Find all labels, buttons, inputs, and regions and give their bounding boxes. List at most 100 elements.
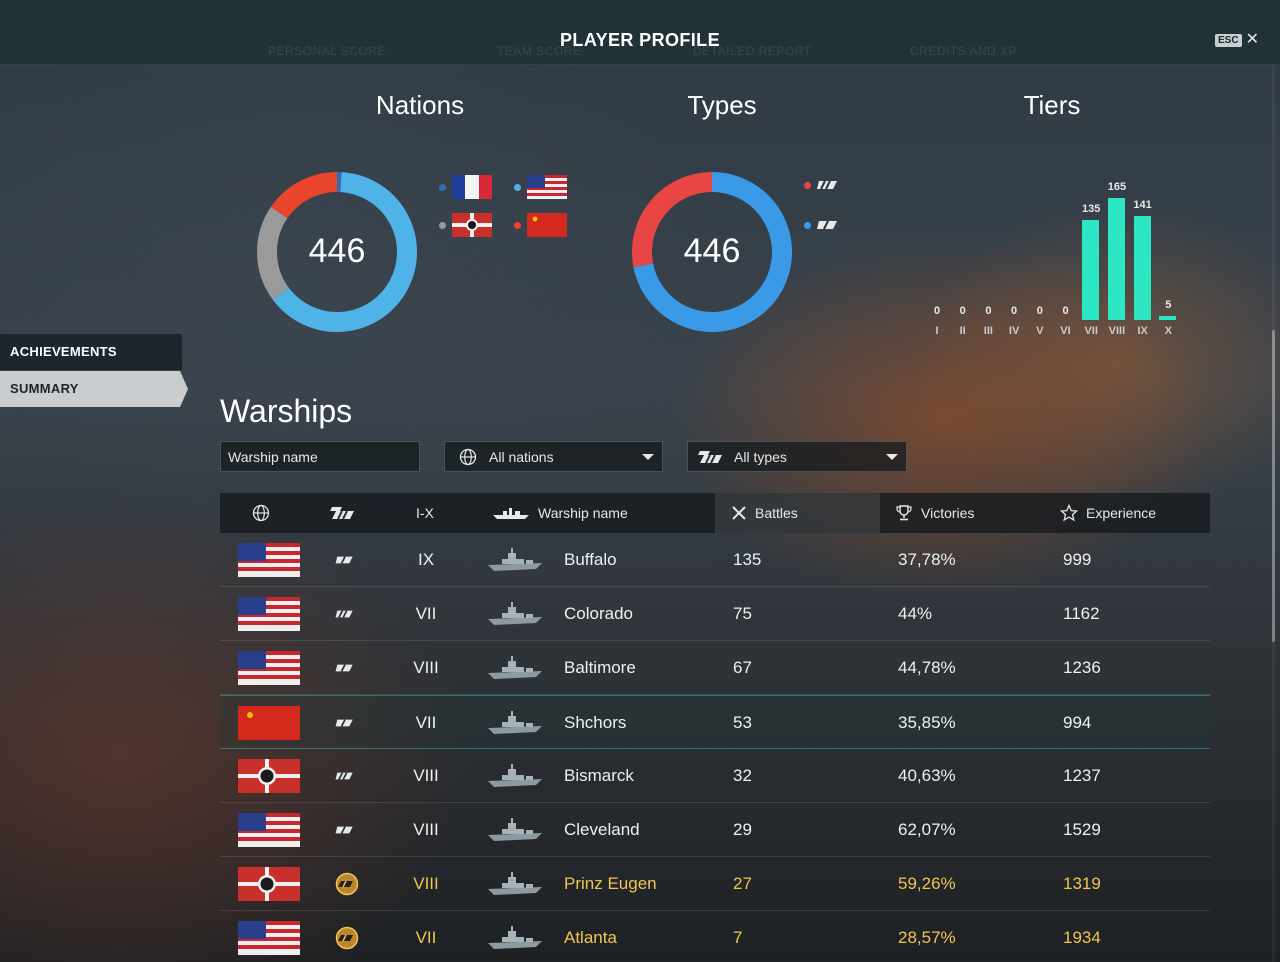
- tier-value-viii: 165: [1107, 181, 1127, 193]
- tier-bar-vii: [1082, 220, 1100, 320]
- row-nation: [238, 749, 300, 803]
- germany-flag-icon: [238, 867, 300, 901]
- warships-table: I-X Warship name Battles Victories: [220, 493, 1210, 962]
- row-ship-thumbnail: [488, 911, 542, 962]
- tier-value-iii: 0: [985, 305, 992, 317]
- row-tier: VII: [415, 713, 437, 732]
- column-victories-label: Victories: [921, 505, 975, 521]
- warships-title: Warships: [220, 393, 353, 429]
- column-nation[interactable]: [252, 493, 270, 533]
- close-icon[interactable]: ✕: [1245, 31, 1259, 48]
- nations-donut-chart: [257, 172, 417, 332]
- tier-value-v: 0: [1036, 305, 1043, 317]
- nations-title: Nations: [375, 90, 465, 120]
- row-experience: 1237: [1063, 766, 1101, 785]
- row-experience: 1236: [1063, 658, 1101, 677]
- cruiser-icon: [335, 719, 353, 727]
- ship-thumbnail-icon: [488, 602, 542, 625]
- tier-label-v: V: [1036, 325, 1044, 337]
- cruiser-icon: [335, 826, 353, 834]
- ship-thumbnail-icon: [488, 926, 542, 949]
- column-warship-name[interactable]: Warship name: [493, 493, 628, 533]
- ghost-tab-detailed-report: DETAILED REPORT: [693, 44, 812, 58]
- row-ship-thumbnail: [488, 803, 542, 857]
- row-type: [335, 641, 355, 695]
- esc-key-label: ESC: [1215, 33, 1242, 47]
- row-nation: [238, 533, 300, 587]
- row-warship-name: Buffalo: [564, 550, 617, 569]
- tier-label-ii: II: [959, 325, 966, 337]
- legend-dot: [439, 183, 446, 191]
- row-ship-thumbnail: [488, 696, 542, 750]
- trophy-icon: [896, 505, 912, 521]
- table-row[interactable]: VIII Baltimore 67 44,78% 1236: [220, 641, 1210, 695]
- legend-cruiser: [804, 218, 839, 232]
- usa-flag-icon: [238, 813, 300, 847]
- cruiser-icon: [335, 556, 353, 564]
- column-experience[interactable]: Experience: [1060, 493, 1156, 533]
- table-row[interactable]: VIII Cleveland 29 62,07% 1529: [220, 803, 1210, 857]
- row-victories: 35,85%: [898, 713, 956, 732]
- scrollbar-thumb[interactable]: [1272, 330, 1275, 642]
- table-row[interactable]: IX Buffalo 135 37,78% 999: [220, 533, 1210, 587]
- column-battles[interactable]: Battles: [715, 493, 880, 533]
- nation-filter-dropdown[interactable]: All nations: [444, 441, 663, 472]
- ship-thumbnail-icon: [488, 818, 542, 841]
- row-battles: 7: [733, 928, 743, 947]
- table-row[interactable]: VIII Bismarck 32 40,63% 1237: [220, 749, 1210, 803]
- table-row[interactable]: VII Shchors 53 35,85% 994: [220, 695, 1210, 749]
- usa-flag-icon: [527, 175, 567, 199]
- column-tier[interactable]: I-X: [416, 505, 434, 521]
- ghost-tabs: PERSONAL SCORE TEAM SCORE DETAILED REPOR…: [0, 44, 1280, 60]
- tier-value-vi: 0: [1062, 305, 1069, 317]
- globe-icon: [459, 448, 477, 465]
- row-type: [335, 587, 355, 641]
- row-victories: 44%: [898, 604, 933, 623]
- row-warship-name: Shchors: [564, 713, 627, 732]
- globe-icon: [252, 504, 270, 522]
- table-row[interactable]: VII Colorado 75 44% 1162: [220, 587, 1210, 641]
- search-input[interactable]: Warship name: [228, 448, 318, 465]
- close-button[interactable]: ESC ✕: [1215, 32, 1259, 48]
- sidebar-item-achievements[interactable]: ACHIEVEMENTS: [0, 334, 182, 370]
- table-row[interactable]: VII Atlanta 7 28,57% 1934: [220, 911, 1210, 962]
- column-warship-name-label: Warship name: [538, 505, 628, 521]
- row-type: [335, 533, 355, 587]
- premium-ship-type-icon: [335, 926, 359, 950]
- tier-value-i: 0: [933, 305, 941, 317]
- row-battles: 53: [733, 713, 752, 732]
- row-tier: VII: [415, 928, 437, 947]
- ghost-tab-personal-score: PERSONAL SCORE: [268, 44, 386, 58]
- type-filter-dropdown[interactable]: All types: [687, 441, 907, 472]
- row-victories: 59,26%: [898, 874, 956, 893]
- row-battles: 29: [733, 820, 752, 839]
- row-type: [335, 911, 359, 962]
- table-row[interactable]: VIII Prinz Eugen 27 59,26% 1319: [220, 857, 1210, 911]
- table-body: IX Buffalo 135 37,78% 999 VII Colorado 75 44%…: [220, 533, 1210, 962]
- legend-usa: [514, 175, 567, 199]
- tier-label-viii: VIII: [1108, 325, 1126, 337]
- scrollbar-track[interactable]: [1272, 65, 1275, 962]
- warship-name-search[interactable]: Warship name: [220, 441, 420, 472]
- sidebar-item-summary[interactable]: SUMMARY: [0, 371, 188, 407]
- types-total: 446: [683, 232, 741, 270]
- star-icon: [1060, 504, 1078, 522]
- row-ship-thumbnail: [488, 749, 542, 803]
- row-tier: VIII: [413, 874, 439, 893]
- row-experience: 1162: [1063, 604, 1100, 623]
- row-battles: 32: [733, 766, 752, 785]
- ussr-flag-icon: [238, 706, 300, 740]
- side-menu: ACHIEVEMENTS SUMMARY: [0, 334, 190, 407]
- legend-dot: [804, 181, 811, 189]
- nations-total: 446: [308, 232, 366, 270]
- ship-silhouette-icon: [493, 508, 529, 519]
- row-ship-thumbnail: [488, 857, 542, 911]
- column-victories[interactable]: Victories: [895, 493, 974, 533]
- column-type[interactable]: [330, 493, 356, 533]
- tier-label-vii: VII: [1084, 325, 1098, 337]
- page-title: PLAYER PROFILE: [560, 30, 720, 50]
- row-victories: 62,07%: [898, 820, 956, 839]
- tier-value-iv: 0: [1011, 305, 1018, 317]
- ship-thumbnail-icon: [488, 872, 542, 895]
- row-warship-name: Atlanta: [564, 928, 617, 947]
